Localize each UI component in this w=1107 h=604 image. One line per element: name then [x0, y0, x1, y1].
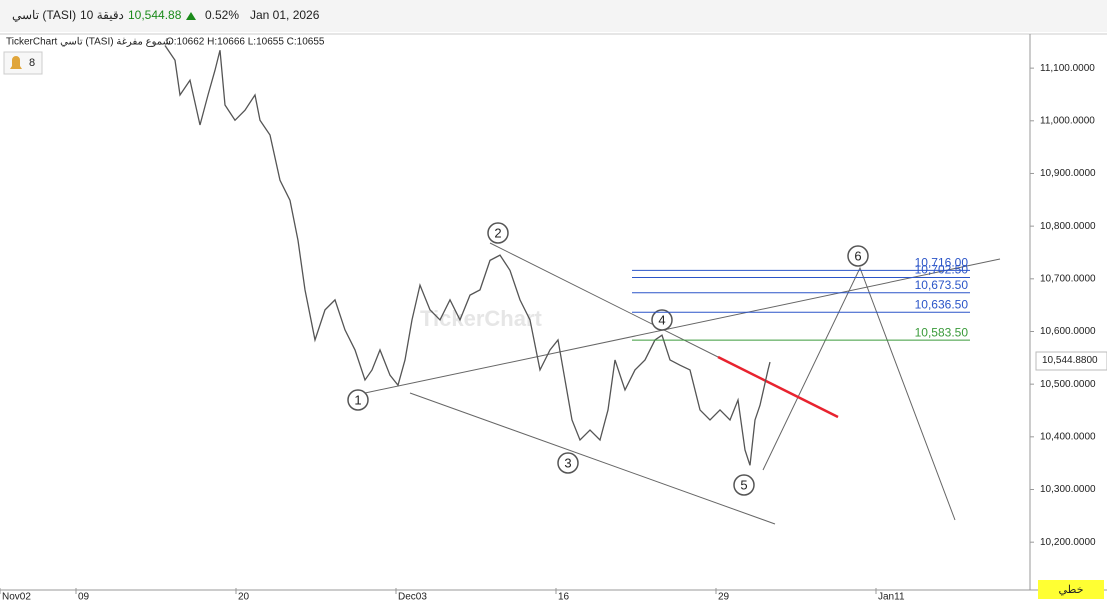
- alert-button[interactable]: [3, 51, 43, 75]
- y-tick-label: 10,500.0000: [1040, 379, 1096, 390]
- y-tick-label: 11,000.0000: [1040, 115, 1095, 126]
- legend-text: TickerChart تاسي (TASI) شموع مفرغة: [6, 37, 171, 48]
- x-tick-label: 20: [238, 592, 250, 603]
- wave-circle: [847, 245, 869, 267]
- change: 0.52%: [205, 8, 239, 22]
- bell-icon: [10, 56, 22, 69]
- up-arrow: [186, 12, 196, 20]
- interval: 10 دقيقة: [80, 8, 124, 22]
- wave-circle: [347, 389, 369, 411]
- x-tick-label: Dec03: [398, 592, 427, 603]
- y-tick-label: 11,100.0000: [1040, 63, 1095, 74]
- y-tick-label: 10,900.0000: [1040, 168, 1096, 179]
- wave-label: 6: [854, 248, 861, 263]
- trendlines: [364, 242, 1001, 525]
- wave-circle: [487, 222, 509, 244]
- wave-label: 4: [658, 312, 665, 327]
- wave-label: 5: [740, 477, 747, 492]
- wave-circle: [651, 309, 673, 331]
- toolbar: [0, 0, 1107, 32]
- style-label[interactable]: خطي: [1059, 584, 1084, 596]
- wave-label: 1: [354, 392, 361, 407]
- ohlc: O:10662 H:10666 L:10655 C:10655: [166, 37, 325, 48]
- level-label: 10,673.50: [915, 278, 969, 292]
- last-price-box: [1035, 351, 1107, 371]
- style-button[interactable]: [1038, 580, 1104, 599]
- x-tick-label: 29: [718, 592, 730, 603]
- red-line: [717, 355, 839, 419]
- y-tick-label: 10,300.0000: [1040, 484, 1096, 495]
- y-tick-label: 10,400.0000: [1040, 431, 1096, 442]
- x-tick-label: Jan11: [878, 592, 905, 603]
- wave-circle: [733, 474, 755, 496]
- x-tick-label: 16: [558, 592, 570, 603]
- wave-label: 3: [564, 455, 571, 470]
- y-tick-label: 10,700.0000: [1040, 273, 1096, 284]
- y-tick-label: 10,600.0000: [1040, 326, 1096, 337]
- level-label: 10,636.50: [915, 297, 969, 311]
- level-label: 10,702.50: [915, 263, 969, 277]
- y-tick-label: 10,200.0000: [1040, 537, 1096, 548]
- date: Jan 01, 2026: [250, 8, 320, 22]
- alert-count: 8: [29, 57, 35, 69]
- wave-label: 2: [494, 225, 501, 240]
- y-tick-label: 10,800.0000: [1040, 221, 1096, 232]
- waves: 1 2 3 4 5 6: [347, 222, 869, 496]
- x-tick-label: Nov02: [2, 592, 31, 603]
- level-label: 10,716.00: [915, 256, 969, 270]
- last-price: 10,544.8800: [1042, 355, 1098, 366]
- price-line: [164, 45, 771, 466]
- level-label: 10,583.50: [915, 325, 969, 339]
- symbol: تاسي (TASI): [12, 8, 76, 22]
- price: 10,544.88: [128, 8, 182, 22]
- x-tick-label: 09: [78, 592, 90, 603]
- wave-circle: [557, 452, 579, 474]
